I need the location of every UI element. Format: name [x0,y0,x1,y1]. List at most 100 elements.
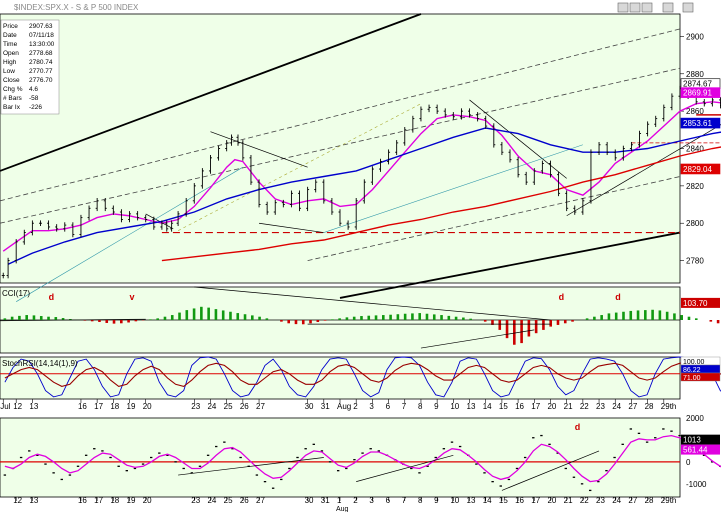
info-label: Time [3,41,18,48]
menu-icon [662,2,674,13]
price-bar [702,98,706,107]
price-bar [419,106,423,122]
price-bar [346,220,350,230]
x-tick-label: 20 [547,402,556,411]
price-bar [273,199,277,215]
x-tick-label: 14 [483,402,492,411]
vol-trend-line [178,457,324,476]
cci-value-marker [681,297,720,308]
price-ytick-label: 2780 [686,257,704,266]
x-tick-label: 17 [94,402,103,411]
x-tick-label: 28 [645,402,654,411]
series-ma_fast [2,101,721,252]
vol-annotation: d [575,422,581,432]
price-bar [516,156,520,178]
x-tick-label: 23 [191,402,200,411]
x-tick-label: 20 [547,496,556,505]
price-bar [605,141,609,156]
x-tick-label: 9 [434,496,439,505]
price-ytick-label: 2820 [686,182,704,191]
chart-header: $INDEX:SPX.X - S & P 500 INDEX [14,3,139,12]
x-tick-label: 16 [78,496,87,505]
price-bar [508,149,512,163]
trend-line [566,124,721,217]
x-tick-label: Jul [0,402,10,411]
x-tick-label: 19 [127,496,136,505]
x-tick-label: Aug [337,402,351,411]
price-bar [670,93,674,111]
price-bar [621,145,625,161]
price-bar [63,222,67,232]
value-marker-ma_slow [680,163,721,175]
vol-value-label: 561.44 [683,446,708,455]
price-bar [192,183,196,204]
x-tick-label: 31 [321,496,330,505]
price-bar [14,239,18,264]
trend-line [323,144,583,233]
stoch-value-marker [680,372,721,382]
vol-trend-line [501,450,600,491]
price-bar [55,224,59,232]
x-tick-label: 10 [450,402,459,411]
price-bar [249,155,253,185]
cci-title: CCI(17) [2,289,30,298]
x-tick-label: 9 [434,402,439,411]
cci-annotation: d [615,292,621,302]
price-bar [370,166,374,185]
trend-line [210,131,308,168]
price-bar [289,190,293,208]
x-tick-label: 25 [224,402,233,411]
price-ytick-label: 2900 [686,32,704,41]
info-value: 4.6 [29,86,38,93]
price-bar [557,171,561,197]
vol-value-marker [681,434,720,445]
vol-value-label: 1013 [683,436,701,445]
price-bar [354,198,358,230]
x-month-label: Aug [336,506,349,512]
series-signal [4,361,721,388]
price-bar [217,145,221,161]
price-bar [111,205,115,215]
info-label: # Bars [3,95,23,102]
vol-value-marker [681,444,720,455]
cci-trend-line [194,286,551,321]
cci-annotation: d [49,292,55,302]
x-tick-label: 12 [13,402,22,411]
price-bar [281,199,285,208]
value-marker-label: 2869.91 [683,89,712,98]
price-bar [144,214,148,223]
price-bar [638,130,642,148]
cci-annotation: v [130,292,135,302]
price-bar [236,134,240,146]
info-label: Open [3,50,19,57]
x-tick-label: 20 [143,402,152,411]
price-bar [176,211,180,227]
x-tick-label: 16 [515,496,524,505]
x-tick-label: 27 [628,402,637,411]
x-tick-label: 18 [110,496,119,505]
close-icon [641,2,653,13]
info-value: -58 [29,95,39,102]
x-tick-label: 23 [596,496,605,505]
x-tick-label: 17 [531,496,540,505]
price-bar [119,209,123,223]
price-bar [459,108,463,120]
stoch-value-label: 100.00 [683,359,705,366]
info-value: 07/11/18 [29,32,54,39]
price-bar [451,112,455,120]
price-ytick-label: 2800 [686,219,704,228]
price-bar [548,160,552,178]
x-tick-label: 26 [240,496,249,505]
price-bar [662,104,666,122]
info-label: Date [3,32,17,39]
price-bar [492,123,496,148]
x-tick-label: 24 [612,402,621,411]
x-tick-label: 15 [499,496,508,505]
x-tick-label: 30 [305,496,314,505]
cci-annotation: d [559,292,565,302]
panel-stoch [0,356,681,400]
restore-icon [629,2,641,13]
price-bar [230,134,234,146]
price-bar [208,155,212,174]
